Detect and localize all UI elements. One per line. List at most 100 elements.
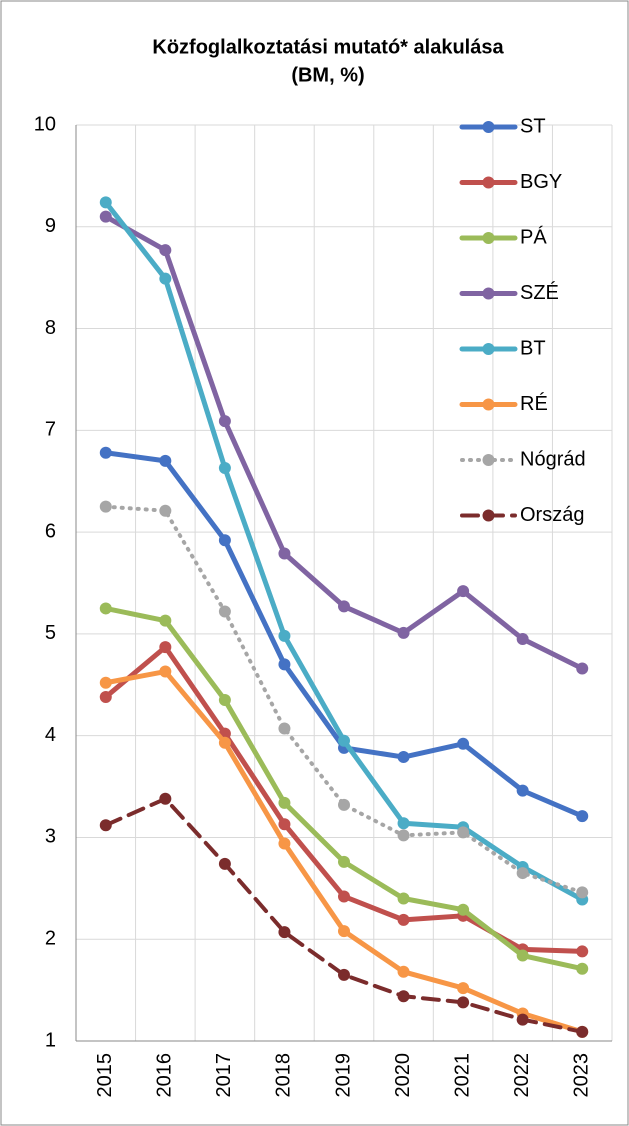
legend-marker (482, 232, 495, 244)
data-point (397, 751, 410, 764)
legend-marker (482, 509, 495, 522)
legend-label: Ország (520, 504, 584, 526)
data-point (397, 913, 410, 926)
data-point (99, 196, 112, 209)
x-tick-label: 2018 (273, 1053, 295, 1098)
legend-marker (482, 121, 495, 133)
data-point (278, 818, 291, 831)
data-point (338, 890, 350, 903)
data-point (457, 903, 470, 916)
data-point (218, 461, 231, 474)
data-point (278, 837, 291, 850)
legend-label: BT (520, 337, 546, 359)
data-point (99, 500, 112, 513)
legend-label: RÉ (520, 392, 548, 415)
data-point (218, 415, 231, 428)
x-tick-label: 2023 (571, 1053, 593, 1098)
data-point (278, 658, 291, 671)
data-point (99, 819, 112, 832)
data-point (338, 798, 350, 811)
data-point (457, 996, 470, 1009)
data-point (99, 602, 112, 615)
data-point (516, 949, 529, 962)
y-tick-label: 2 (45, 928, 56, 950)
x-tick-label: 2019 (332, 1053, 354, 1098)
x-tick-label: 2017 (213, 1053, 235, 1098)
data-point (397, 892, 410, 905)
data-point (338, 968, 350, 981)
data-point (159, 665, 172, 678)
y-tick-label: 5 (45, 622, 56, 644)
data-point (516, 1013, 529, 1026)
legend-label: PÁ (520, 225, 547, 248)
data-point (516, 784, 529, 797)
data-point (159, 454, 172, 467)
x-tick-label: 2022 (511, 1053, 533, 1098)
data-point (278, 629, 291, 642)
data-point (218, 857, 231, 870)
data-point (397, 829, 410, 842)
data-point (159, 792, 172, 805)
data-point (516, 867, 529, 880)
data-point (576, 886, 589, 899)
legend-marker (482, 454, 495, 466)
data-point (397, 817, 410, 830)
legend-marker (482, 398, 495, 411)
data-point (576, 945, 589, 958)
legend-label: ST (520, 115, 546, 137)
data-point (397, 626, 410, 639)
data-point (278, 796, 291, 809)
legend-marker (482, 176, 495, 189)
y-tick-label: 4 (45, 724, 56, 746)
data-point (576, 962, 589, 975)
data-point (576, 810, 589, 823)
data-point (218, 605, 231, 618)
x-tick-label: 2020 (392, 1053, 414, 1098)
y-tick-label: 9 (45, 215, 56, 237)
legend-marker (482, 343, 495, 355)
data-point (159, 614, 172, 627)
data-point (576, 1025, 589, 1038)
data-point (338, 925, 350, 938)
data-point (159, 272, 172, 285)
data-point (338, 600, 350, 613)
data-point (99, 690, 112, 703)
data-point (397, 965, 410, 978)
data-point (99, 446, 112, 459)
data-point (278, 926, 291, 939)
chart-subtitle: (BM, %) (291, 64, 364, 86)
x-tick-label: 2016 (154, 1053, 176, 1098)
data-point (278, 722, 291, 735)
series-line (103, 504, 585, 895)
data-point (338, 855, 350, 868)
data-point (218, 694, 231, 707)
legend-label: SZÉ (520, 281, 559, 304)
data-point (516, 632, 529, 645)
data-point (576, 662, 589, 675)
y-tick-label: 3 (45, 826, 56, 848)
legend-label: BGY (520, 171, 562, 193)
legend-marker (482, 287, 495, 300)
data-point (159, 244, 172, 257)
data-point (218, 534, 231, 547)
x-tick-label: 2021 (451, 1053, 473, 1098)
y-tick-label: 1 (45, 1029, 56, 1051)
data-point (457, 585, 470, 598)
legend-label: Nógrád (520, 448, 586, 470)
data-point (99, 676, 112, 689)
y-tick-label: 8 (45, 317, 56, 339)
chart-title: Közfoglalkoztatási mutató* alakulása (152, 36, 504, 58)
y-tick-label: 10 (34, 113, 56, 135)
data-point (457, 982, 470, 995)
data-point (457, 737, 470, 750)
y-tick-label: 7 (45, 419, 56, 441)
data-point (278, 547, 291, 560)
data-point (99, 210, 112, 223)
data-point (338, 734, 350, 747)
data-point (457, 826, 470, 839)
y-tick-label: 6 (45, 520, 56, 542)
data-point (159, 641, 172, 654)
x-tick-label: 2015 (94, 1053, 116, 1098)
data-point (397, 990, 410, 1003)
